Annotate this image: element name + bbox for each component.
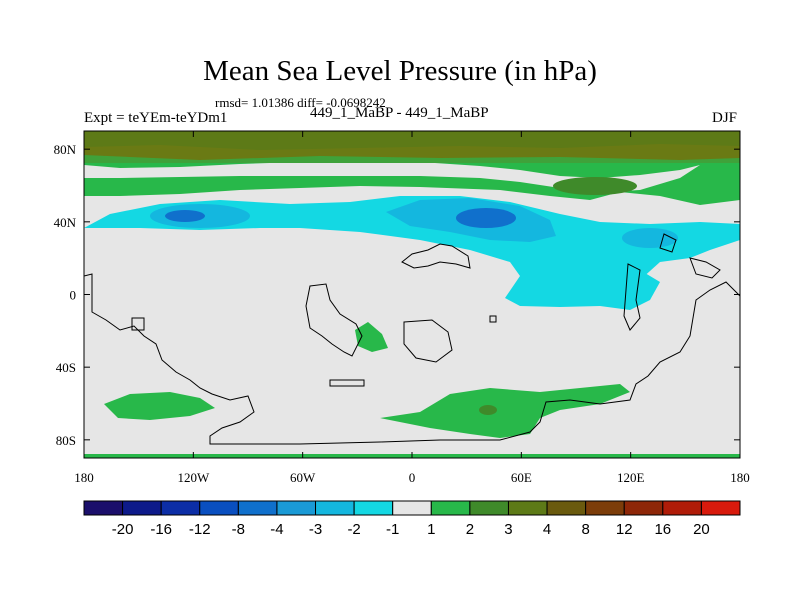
colorbar-swatch (623, 500, 664, 516)
colorbar: -20 -16 -12 -8 -4 -3 -2 -1 1 2 3 4 8 12 16 20 (83, 500, 741, 538)
pacific-core (165, 210, 205, 222)
colorbar-swatch (585, 500, 625, 516)
indian-ocean-negative (600, 270, 660, 310)
y-tick-label: 80S (56, 433, 76, 448)
colorbar-swatch (392, 500, 432, 516)
y-tick-label: 0 (70, 288, 77, 303)
colorbar-label: -4 (270, 521, 283, 538)
y-tick-label: 40S (56, 360, 76, 375)
chart-title: Mean Sea Level Pressure (in hPa) (203, 55, 597, 87)
colorbar-swatch (315, 500, 355, 516)
colorbar-swatch (469, 500, 509, 516)
east-asia-negative (622, 228, 678, 248)
colorbar-label: -12 (189, 521, 211, 538)
colorbar-swatch (430, 500, 471, 516)
colorbar-label: 8 (581, 521, 589, 538)
colorbar-swatch (160, 500, 201, 516)
y-tick-label: 80N (54, 142, 77, 157)
colorbar-label: 16 (654, 521, 671, 538)
colorbar-swatch (276, 500, 317, 516)
y-axis: 80N 40N 0 40S 80S (54, 142, 740, 448)
midlatitude-negative-band (84, 196, 740, 307)
colorbar-swatch (662, 500, 702, 516)
tropical-atlantic-positive (355, 322, 388, 352)
colorbar-label: 20 (693, 521, 710, 538)
colorbar-label: 2 (466, 521, 474, 538)
south-pacific-positive (104, 392, 215, 420)
colorbar-swatch (507, 500, 548, 516)
atlantic-core (456, 208, 516, 228)
stats-line: rmsd= 1.01386 diff= -0.0698242 (215, 95, 386, 110)
comparison-label: 449_1_MaBP - 449_1_MaBP (310, 105, 489, 121)
x-tick-label: 120E (617, 470, 645, 485)
colorbar-swatch (199, 500, 239, 516)
colorbar-swatch (353, 500, 394, 516)
colorbar-label: 12 (616, 521, 633, 538)
x-tick-label: 120W (177, 470, 210, 485)
colorbar-swatch (546, 500, 587, 516)
colorbar-label: 4 (543, 521, 551, 538)
x-axis: 180 120W 60W 0 60E 120E 180 (74, 131, 750, 485)
colorbar-label: -1 (386, 521, 399, 538)
x-tick-label: 180 (74, 470, 94, 485)
colorbar-label: 1 (427, 521, 435, 538)
x-tick-label: 60W (290, 470, 316, 485)
map-fill (84, 131, 740, 458)
x-tick-label: 0 (409, 470, 416, 485)
colorbar-label: -2 (347, 521, 360, 538)
y-tick-label: 40N (54, 215, 77, 230)
arctic-cap-edge (84, 155, 740, 163)
x-tick-label: 60E (511, 470, 532, 485)
coastlines (84, 233, 740, 445)
colorbar-label: 3 (504, 521, 512, 538)
season-label: DJF (712, 110, 738, 126)
colorbar-label: -3 (309, 521, 322, 538)
arctic-gap (84, 161, 700, 192)
colorbar-label: -16 (150, 521, 172, 538)
colorbar-label: -20 (112, 521, 134, 538)
x-tick-label: 180 (730, 470, 750, 485)
colorbar-swatch (122, 500, 162, 516)
southern-ocean-core (479, 405, 497, 415)
colorbar-swatch (237, 500, 278, 516)
southern-ocean-positive (380, 384, 630, 438)
colorbar-swatch (83, 500, 124, 516)
colorbar-label: -8 (232, 521, 245, 538)
experiment-label: Expt = teYEm-teYDm1 (84, 110, 228, 126)
colorbar-swatch (700, 500, 741, 516)
siberian-high-anomaly (553, 177, 637, 195)
